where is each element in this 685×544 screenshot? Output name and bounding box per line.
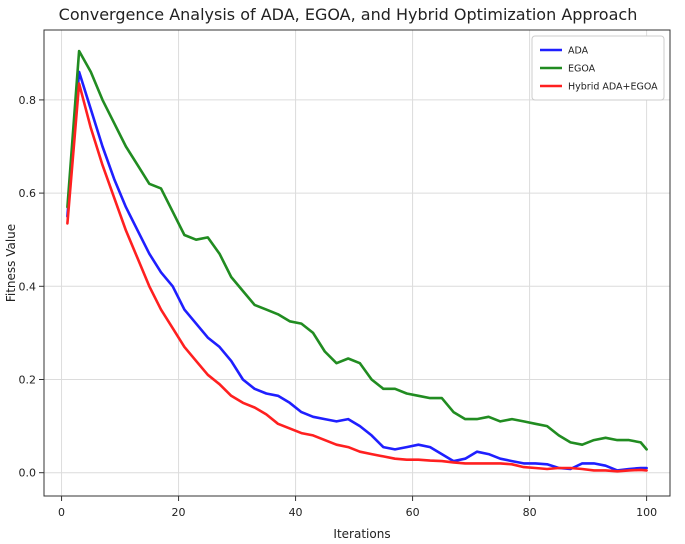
y-tick-label: 0.0	[19, 467, 37, 480]
legend-label-hybrid-ada-egoa: Hybrid ADA+EGOA	[568, 82, 658, 93]
series-group	[66, 49, 648, 473]
y-tick-label: 0.6	[19, 187, 37, 200]
plot-area	[43, 29, 671, 497]
x-tick-label: 60	[406, 506, 420, 519]
legend-label-egoa: EGOA	[568, 64, 596, 75]
x-tick-label: 0	[58, 506, 65, 519]
legend-label-ada: ADA	[568, 46, 589, 57]
x-tick-label: 40	[289, 506, 303, 519]
axis-ticks: 0 20 40 60 80 100 0.0 0.2 0.4 0.6 0.8	[19, 94, 658, 519]
y-tick-label: 0.4	[19, 280, 37, 293]
y-tick-label: 0.2	[19, 374, 37, 387]
legend: ADA EGOA Hybrid ADA+EGOA	[531, 35, 665, 101]
series-line-hybrid-ada-egoa	[66, 82, 648, 473]
y-axis-label: Fitness Value	[4, 224, 18, 302]
y-tick-label: 0.8	[19, 94, 37, 107]
grid	[44, 30, 670, 496]
x-tick-label: 100	[636, 506, 657, 519]
series-line-egoa	[66, 49, 648, 451]
x-tick-label: 20	[172, 506, 186, 519]
series-line-ada	[66, 70, 648, 472]
x-axis-label: Iterations	[333, 527, 390, 541]
chart-title: Convergence Analysis of ADA, EGOA, and H…	[59, 5, 638, 24]
x-tick-label: 80	[523, 506, 537, 519]
legend-box	[531, 35, 665, 101]
